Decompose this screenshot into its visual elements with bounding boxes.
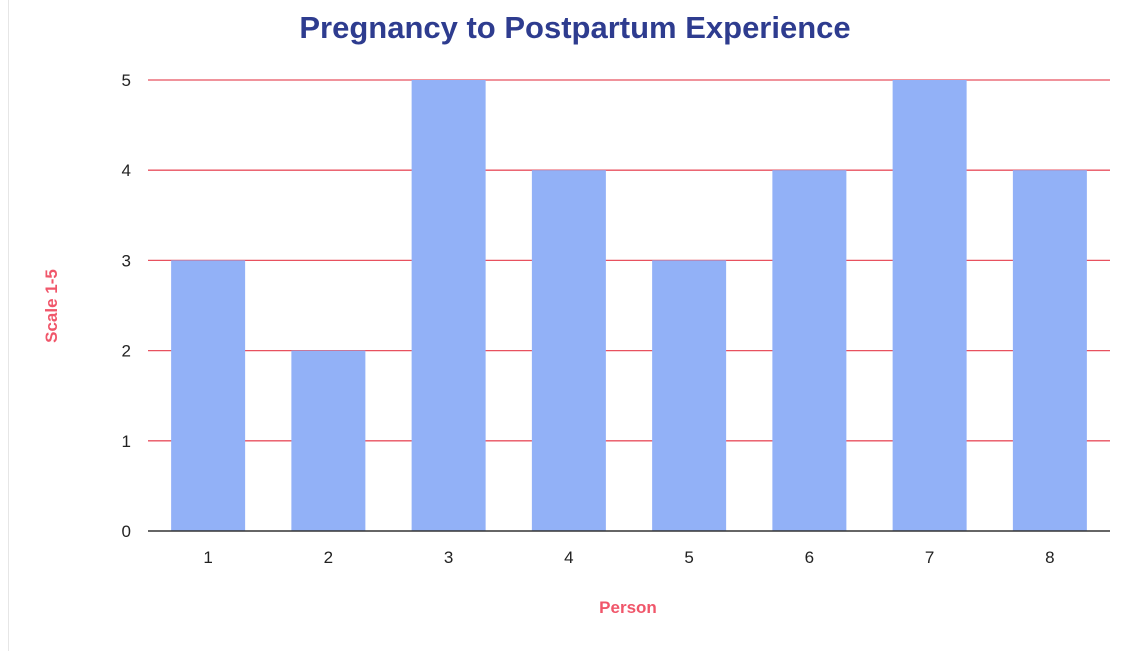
x-tick-label: 1 bbox=[203, 548, 212, 567]
bar bbox=[1012, 170, 1087, 531]
chart-title: Pregnancy to Postpartum Experience bbox=[299, 10, 850, 45]
y-tick-label: 5 bbox=[122, 71, 131, 90]
y-tick-label: 2 bbox=[122, 342, 131, 361]
x-tick-label: 6 bbox=[805, 548, 814, 567]
x-tick-label: 8 bbox=[1045, 548, 1054, 567]
y-tick-label: 4 bbox=[122, 161, 131, 180]
x-axis-ticks: 1 2 3 4 5 6 7 8 bbox=[203, 548, 1054, 567]
x-tick-label: 7 bbox=[925, 548, 934, 567]
y-axis-label: Scale 1-5 bbox=[42, 269, 61, 343]
bar bbox=[772, 170, 847, 531]
bar bbox=[411, 80, 486, 531]
x-tick-label: 3 bbox=[444, 548, 453, 567]
x-tick-label: 5 bbox=[684, 548, 693, 567]
y-axis-ticks: 0 1 2 3 4 5 bbox=[122, 71, 131, 541]
bar bbox=[171, 260, 246, 531]
y-tick-label: 1 bbox=[122, 432, 131, 451]
bar bbox=[892, 80, 967, 531]
panel-border bbox=[8, 0, 9, 651]
bar bbox=[531, 170, 606, 531]
x-axis-label: Person bbox=[599, 598, 657, 617]
y-tick-label: 3 bbox=[122, 251, 131, 270]
x-tick-label: 4 bbox=[564, 548, 573, 567]
bar bbox=[652, 260, 727, 531]
y-tick-label: 0 bbox=[122, 522, 131, 541]
bars bbox=[171, 80, 1087, 531]
x-tick-label: 2 bbox=[324, 548, 333, 567]
bar bbox=[291, 350, 366, 531]
